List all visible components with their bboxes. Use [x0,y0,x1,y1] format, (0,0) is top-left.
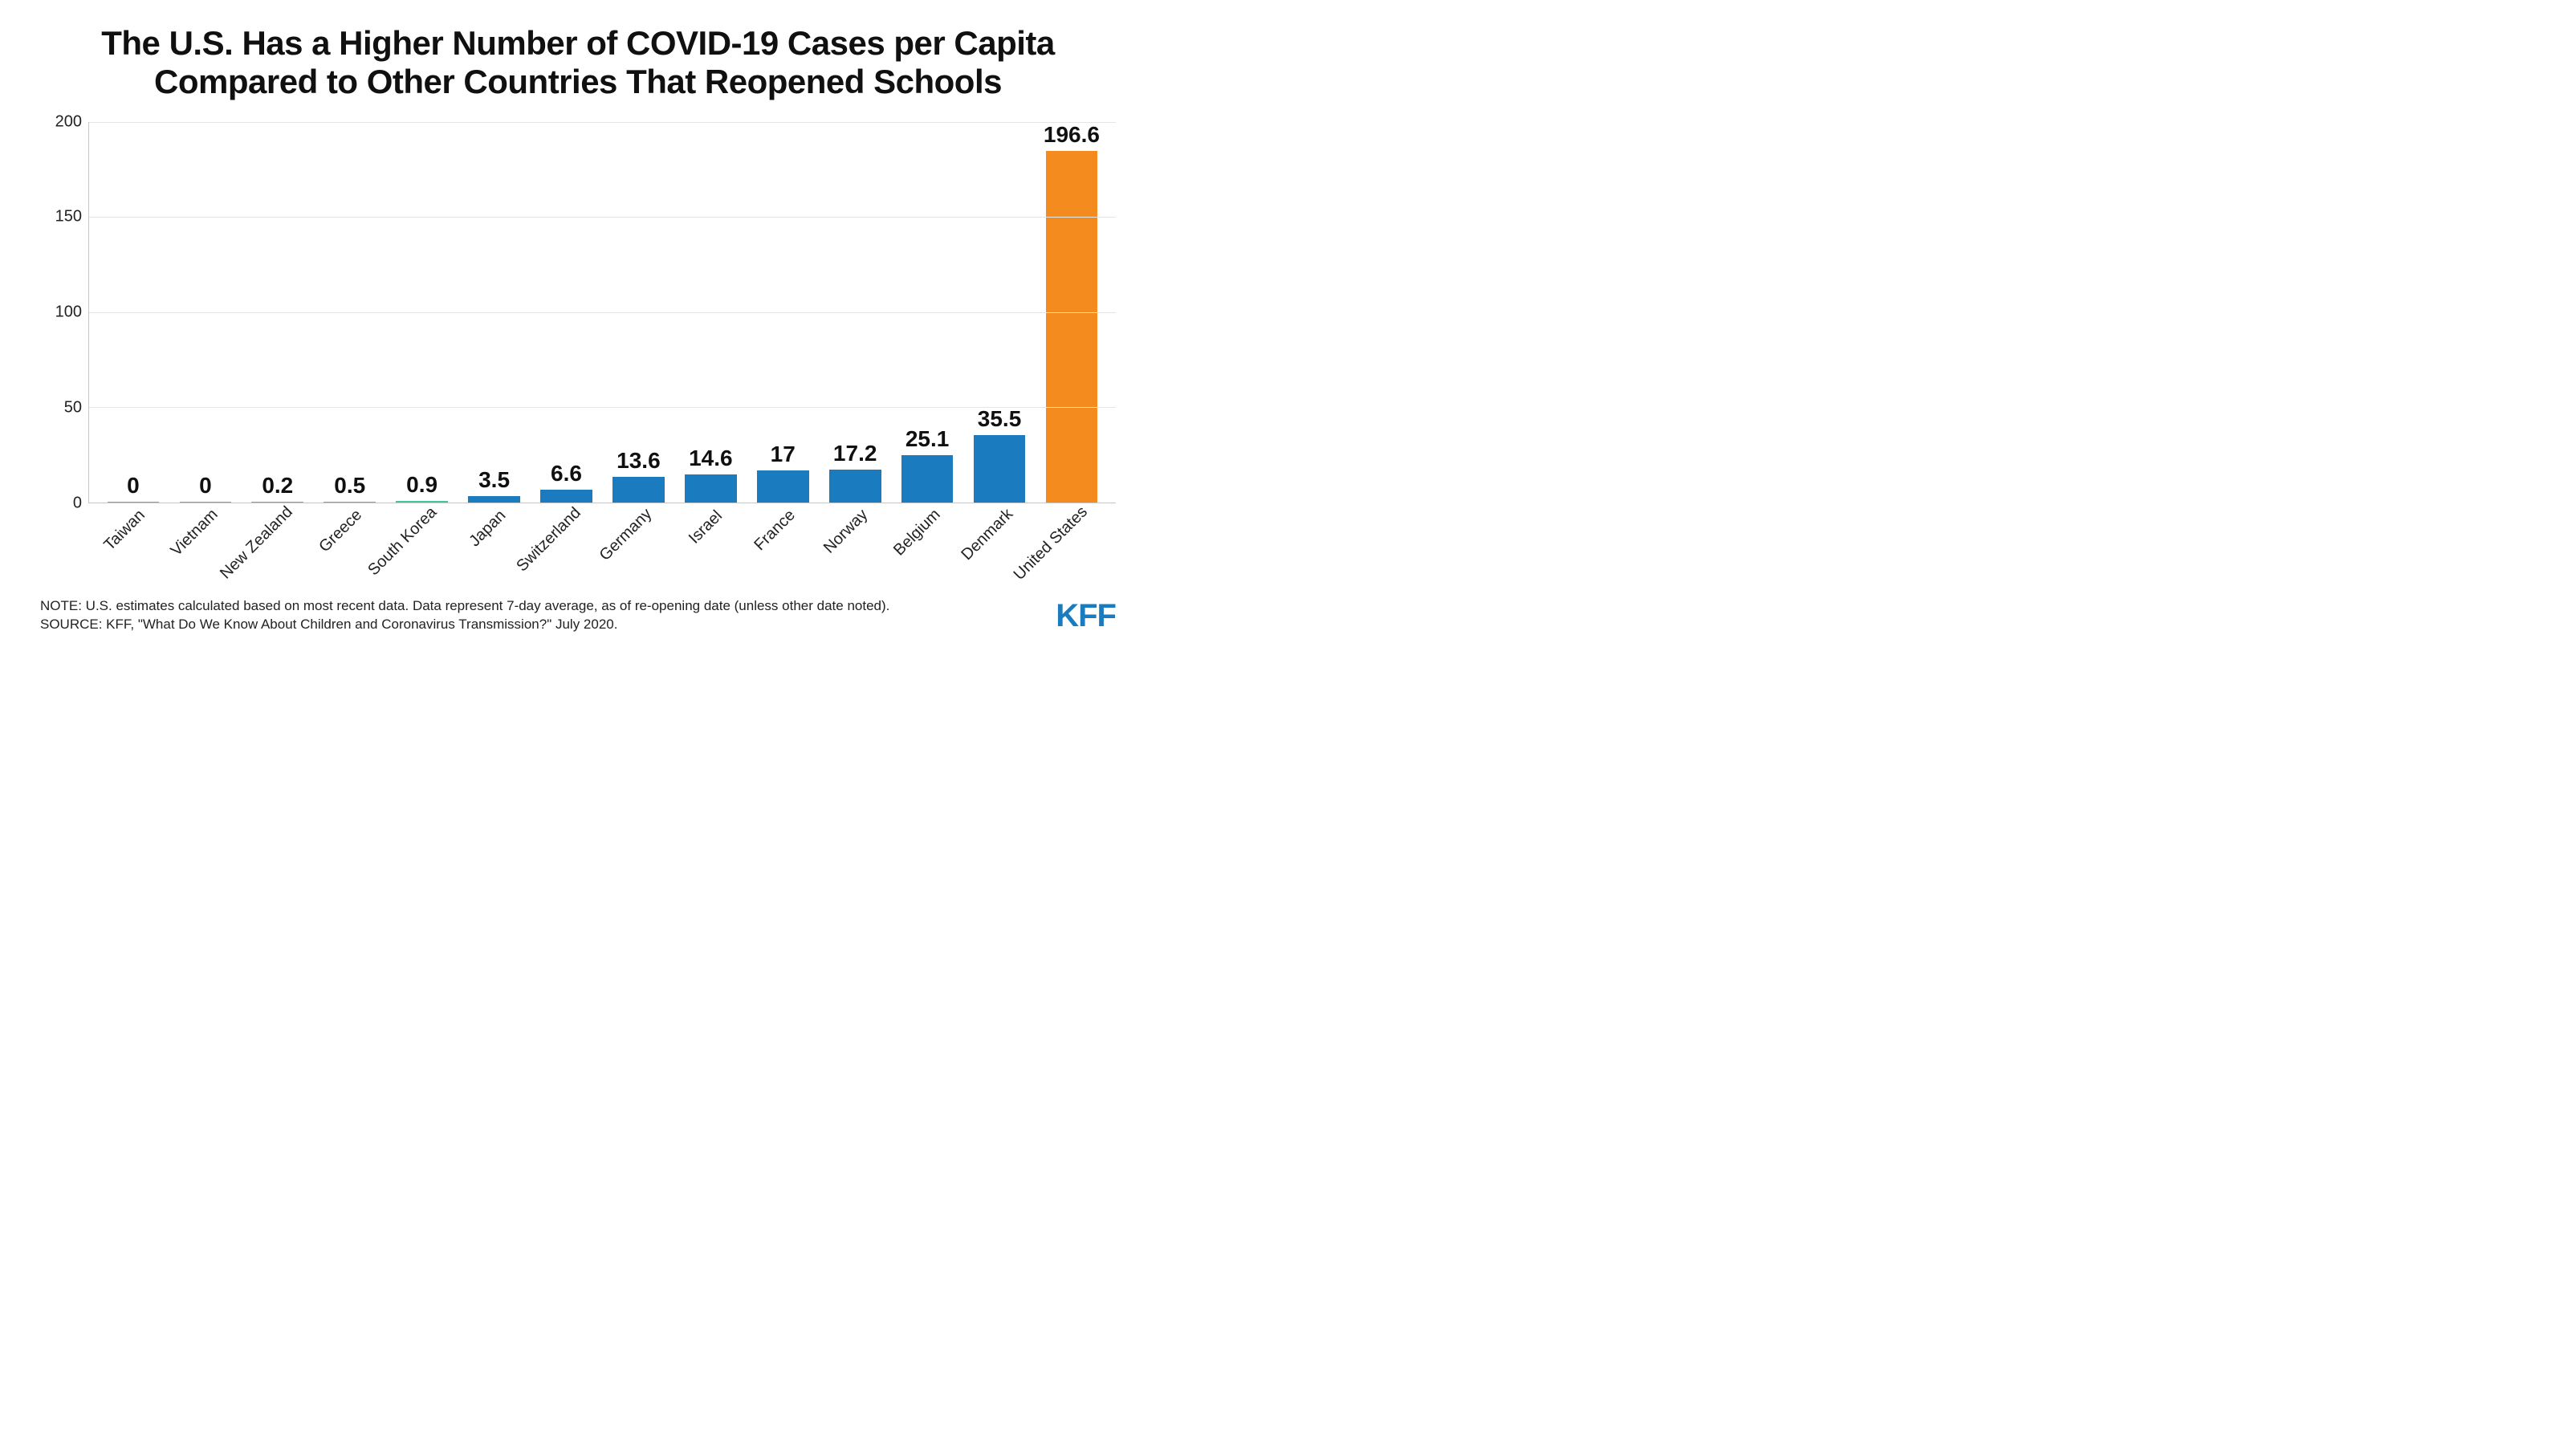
bar [108,502,160,503]
chart-area: 050100150200 000.20.50.93.56.613.614.617… [40,122,1116,504]
bar-value-label: 17 [771,442,796,467]
x-label-slot: Japan [458,503,530,596]
x-label-slot: France [747,503,819,596]
bar-value-label: 25.1 [905,426,950,452]
y-tick-label: 0 [73,495,82,513]
x-category-label: Belgium [890,506,944,560]
x-category-label: Taiwan [100,507,149,555]
x-label-slot: Greece [313,503,385,596]
bar [685,474,737,503]
gridline [89,122,1116,123]
y-tick-label: 50 [64,399,82,417]
kff-logo: KFF [1056,598,1116,634]
x-label-slot: Germany [602,503,674,596]
x-category-label: Denmark [958,505,1017,564]
gridline [89,217,1116,218]
bar [324,502,376,503]
bar-value-label: 0 [127,473,140,499]
footer-note-line: NOTE: U.S. estimates calculated based on… [40,597,889,616]
x-category-label: Norway [820,506,872,557]
x-label-slot: New Zealand [241,503,313,596]
bar-value-label: 17.2 [833,441,877,466]
x-label-slot: United States [1036,503,1108,596]
bar [974,435,1026,503]
bar-value-label: 13.6 [617,448,661,474]
y-axis: 050100150200 [40,122,88,504]
footer-notes: NOTE: U.S. estimates calculated based on… [40,597,889,634]
footer-source-line: SOURCE: KFF, "What Do We Know About Chil… [40,616,889,634]
bar-value-label: 14.6 [689,446,733,471]
bar [901,455,954,503]
bar-value-label: 35.5 [978,406,1022,432]
bar [180,502,232,503]
y-tick-label: 150 [55,208,82,226]
gridline [89,312,1116,313]
x-label-slot: Belgium [891,503,963,596]
bar-value-label: 0.9 [406,472,437,498]
x-category-label: France [751,507,799,555]
x-category-label: Japan [466,507,510,551]
bar [251,502,303,503]
bar-value-label: 6.6 [551,461,582,486]
bar [540,490,592,503]
chart-footer: NOTE: U.S. estimates calculated based on… [40,597,1116,634]
bar-value-label: 196.6 [1044,122,1100,148]
x-category-label: Israel [686,507,726,548]
plot-area: 0 0 0.2 0.5 0.9 3.5 6.6 13.6 14.6 17 17.2 25.1 35.5 1… [88,122,1116,504]
x-label-slot: Taiwan [96,503,169,596]
x-label-slot: Israel [674,503,747,596]
x-category-label: Greece [315,506,366,556]
x-category-label: Vietnam [168,506,222,560]
x-label-slot: South Korea [385,503,458,596]
x-category-label: Germany [596,505,656,564]
chart-title: The U.S. Has a Higher Number of COVID-19… [40,24,1116,102]
bar-value-label: 0.2 [262,473,293,499]
x-axis-labels: Taiwan Vietnam New ZealandGreece South Kore… [88,503,1116,596]
bar [757,470,809,503]
x-label-slot: Switzerland [530,503,602,596]
bar-value-label: 0.5 [334,473,365,499]
y-tick-label: 200 [55,112,82,131]
bar-value-label: 3.5 [478,467,510,493]
bar [468,496,520,503]
bar [396,501,448,503]
bar-value-label: 0 [199,473,212,499]
bar [612,477,665,503]
bar [829,470,881,503]
x-label-slot: Norway [819,503,891,596]
y-tick-label: 100 [55,303,82,322]
gridline [89,407,1116,408]
bar [1046,151,1098,503]
